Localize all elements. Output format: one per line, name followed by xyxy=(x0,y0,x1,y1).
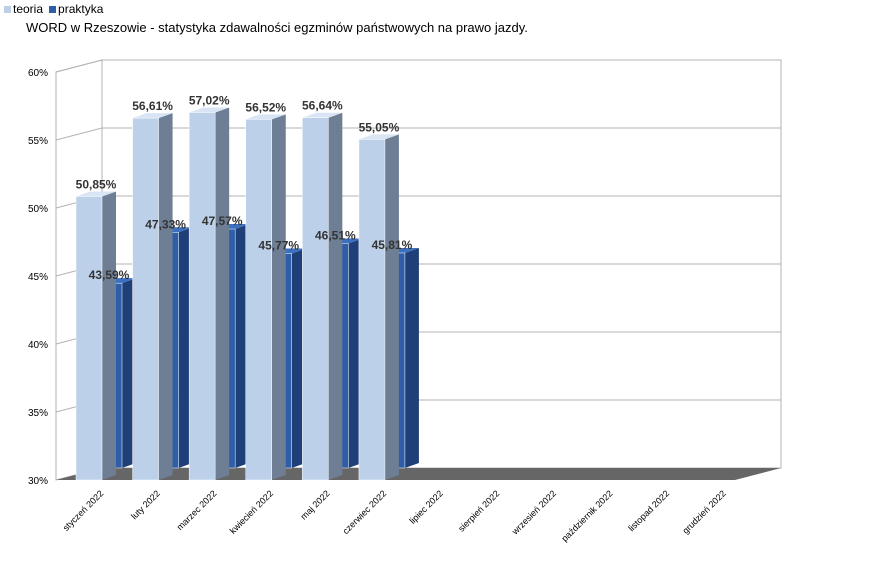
legend-item-teoria: teoria xyxy=(4,2,43,16)
legend-swatch-teoria xyxy=(4,5,11,13)
legend-label-teoria: teoria xyxy=(13,2,44,16)
legend-swatch-praktyka xyxy=(49,5,57,13)
x-tick-label: lipiec 2022 xyxy=(407,488,444,525)
data-label-praktyka: 43,59% xyxy=(89,268,130,282)
bar-teoria xyxy=(358,134,399,481)
legend-item-praktyka: praktyka xyxy=(49,2,103,16)
x-tick-label: luty 2022 xyxy=(129,488,162,521)
x-tick-label: listopad 2022 xyxy=(626,488,671,533)
x-tick-label: czerwiec 2022 xyxy=(341,488,389,536)
x-tick-label: marzec 2022 xyxy=(175,488,219,532)
data-label-teoria: 57,02% xyxy=(189,94,230,108)
data-label-praktyka: 47,33% xyxy=(145,217,186,231)
bar-teoria xyxy=(302,112,343,481)
data-label-teoria: 56,64% xyxy=(302,99,343,113)
gridline xyxy=(55,59,781,73)
bar-teoria xyxy=(188,107,230,481)
legend-label-praktyka: praktyka xyxy=(58,2,104,16)
bar-teoria xyxy=(132,113,173,481)
y-tick-label: 60% xyxy=(28,68,48,79)
y-tick-label: 55% xyxy=(28,136,48,147)
data-label-praktyka: 47,57% xyxy=(202,214,243,228)
floor xyxy=(56,468,781,480)
legend: teoria praktyka xyxy=(4,2,105,16)
y-tick-label: 40% xyxy=(28,340,48,351)
data-label-praktyka: 46,51% xyxy=(315,228,356,242)
y-tick-label: 30% xyxy=(28,476,48,487)
x-tick-label: wrzesień 2022 xyxy=(509,488,558,537)
data-label-praktyka: 45,77% xyxy=(258,239,299,253)
y-tick-label: 45% xyxy=(28,272,48,283)
x-tick-label: maj 2022 xyxy=(298,488,331,521)
y-tick-label: 35% xyxy=(28,408,48,419)
x-tick-label: grudzień 2022 xyxy=(680,488,727,535)
x-tick-label: październik 2022 xyxy=(559,488,614,543)
data-label-teoria: 55,05% xyxy=(359,120,400,134)
x-tick-label: kwiecień 2022 xyxy=(228,488,275,535)
x-tick-label: styczeń 2022 xyxy=(61,488,106,533)
gridline xyxy=(55,127,781,141)
y-tick-label: 50% xyxy=(28,204,48,215)
bar-teoria xyxy=(75,191,116,481)
data-label-praktyka: 45,81% xyxy=(372,238,413,252)
x-tick-label: sierpień 2022 xyxy=(456,488,501,533)
chart-title: WORD w Rzeszowie - statystyka zdawalnośc… xyxy=(26,20,528,35)
bar-teoria xyxy=(245,114,286,481)
data-label-teoria: 56,61% xyxy=(132,99,173,113)
data-label-teoria: 50,85% xyxy=(76,177,117,191)
data-label-teoria: 56,52% xyxy=(245,100,286,114)
